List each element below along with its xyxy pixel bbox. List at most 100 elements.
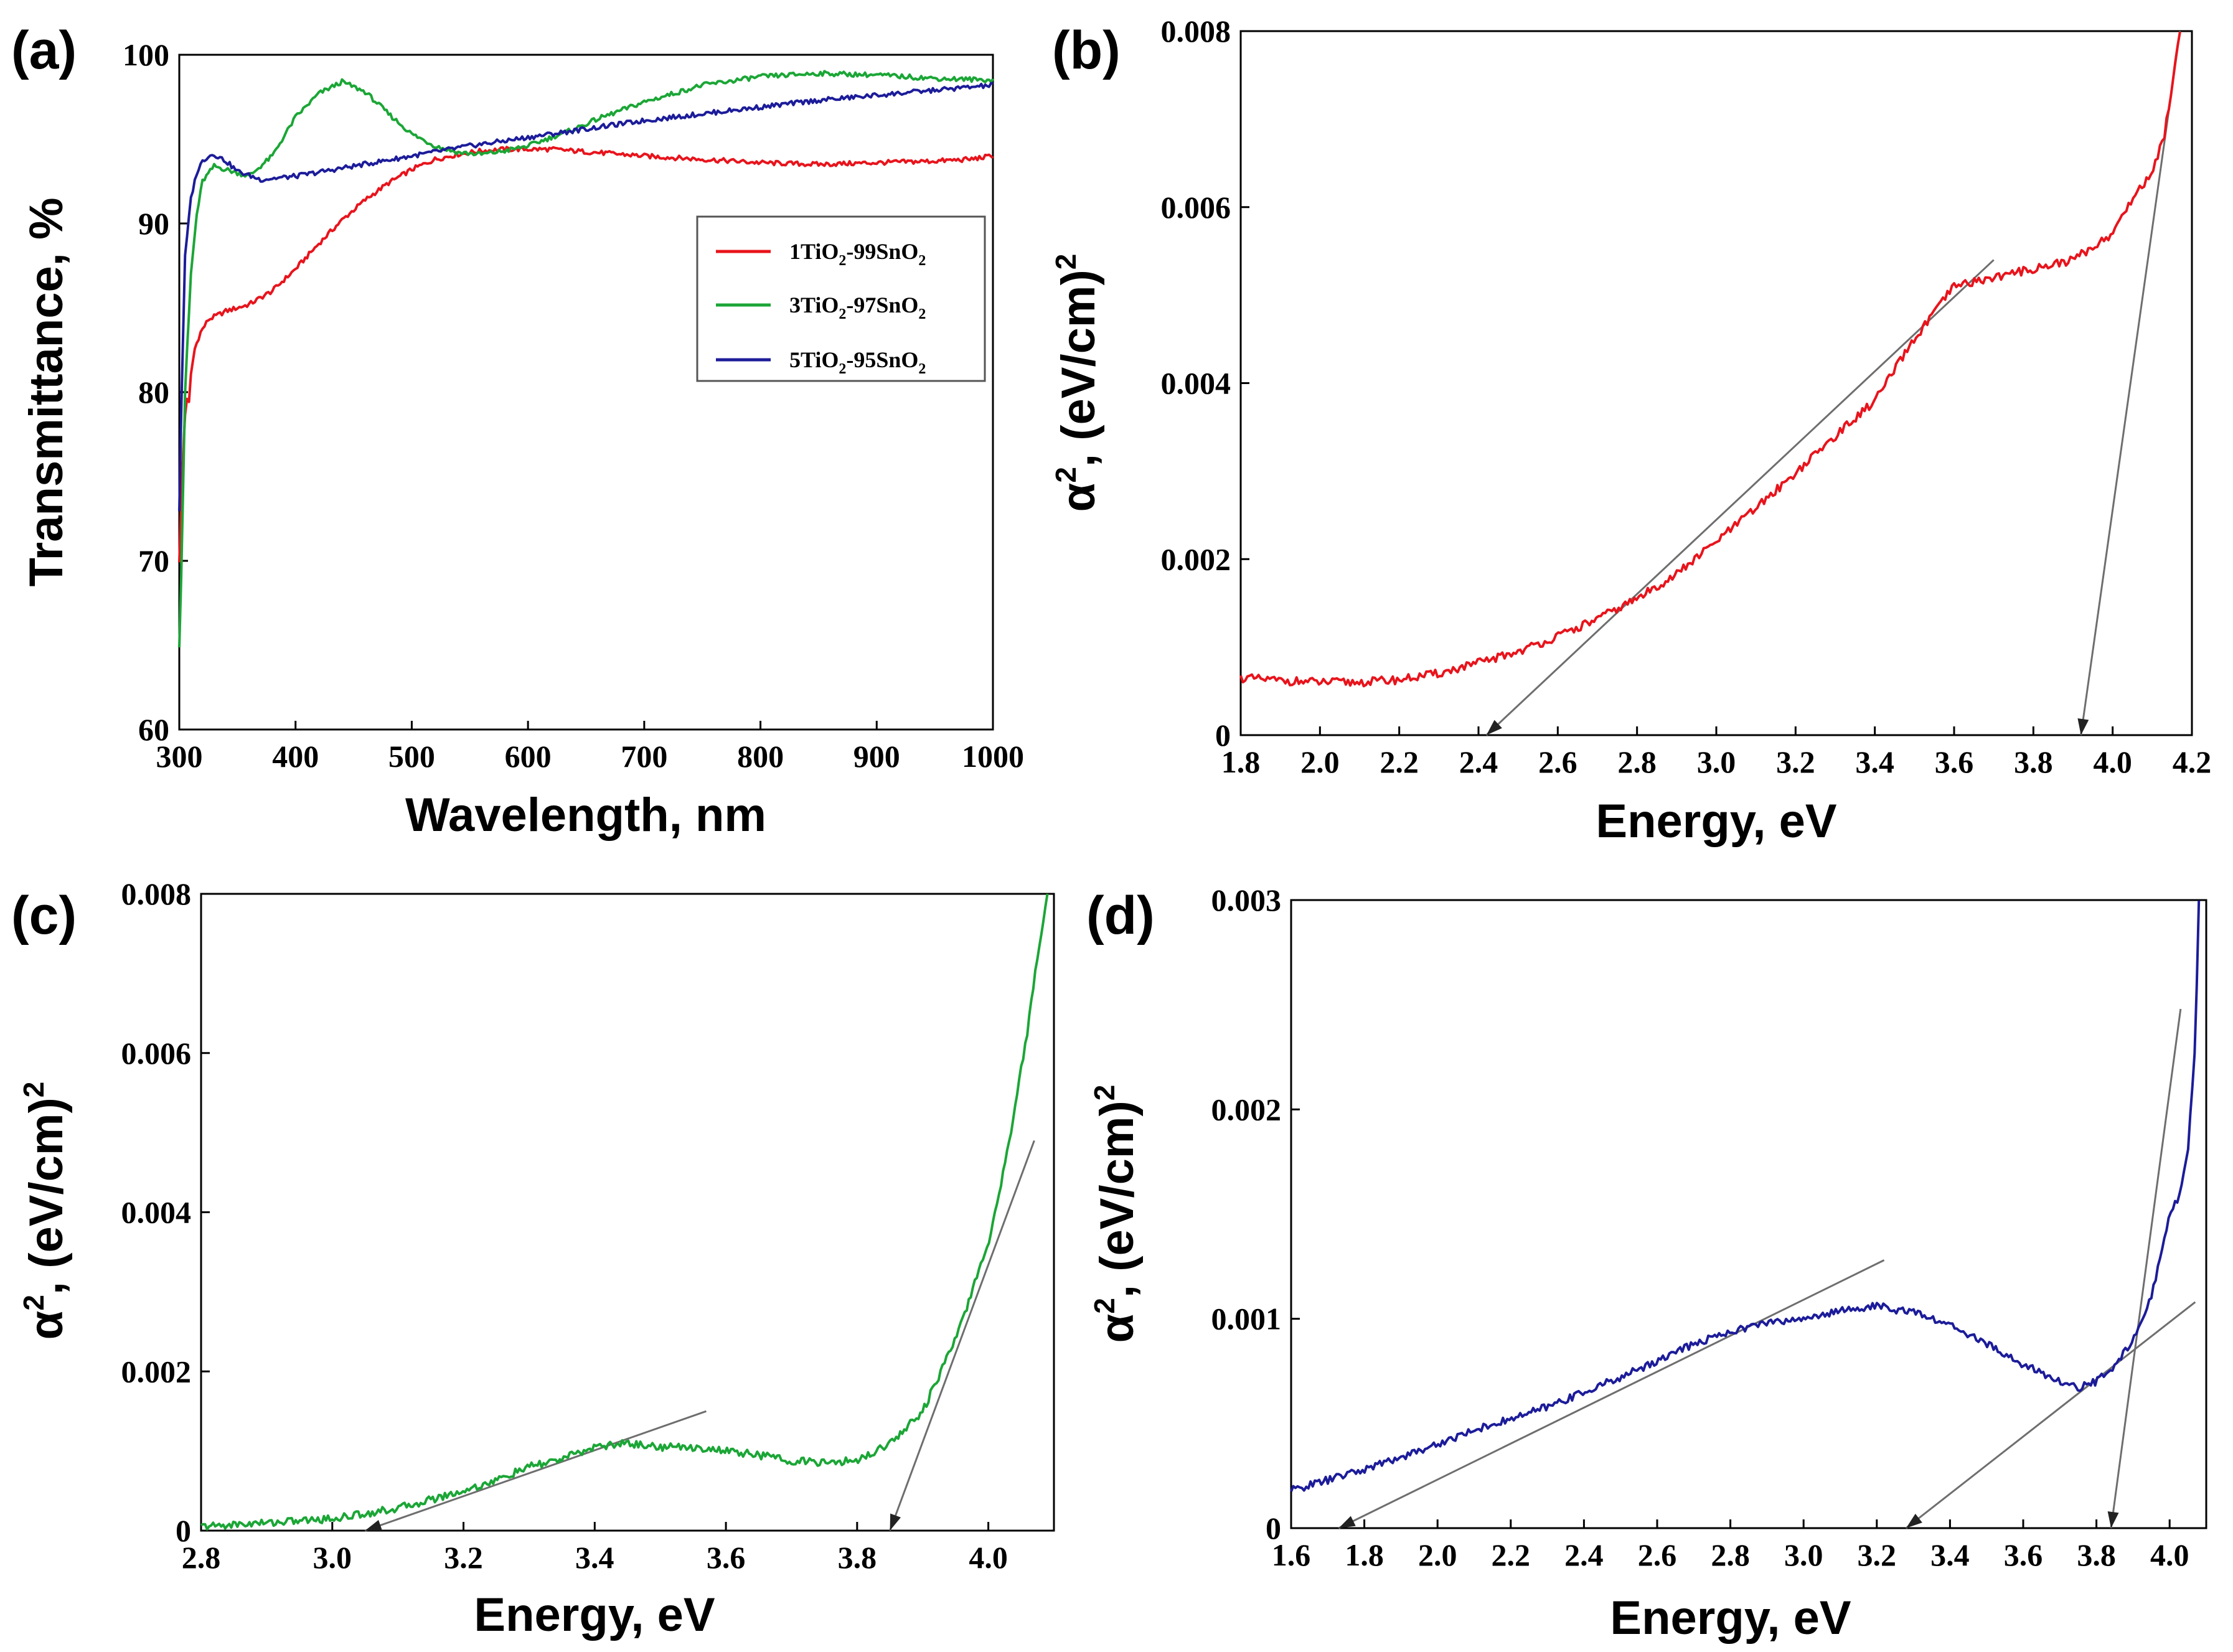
y-tick-label-a-2: 80	[138, 375, 169, 410]
plot-frame-a	[178, 54, 994, 731]
x-tick-label-c-5: 3.8	[838, 1540, 877, 1575]
x-tick-label-c-6: 4.0	[969, 1540, 1008, 1575]
x-tick-label-d-3: 2.2	[1492, 1537, 1531, 1572]
x-tick-label-c-3: 3.4	[575, 1540, 614, 1575]
x-tick-label-b-4: 2.6	[1538, 744, 1577, 779]
x-tick-label-d-2: 2.0	[1418, 1537, 1457, 1572]
x-tick-label-b-7: 3.2	[1776, 744, 1815, 779]
x-tick-label-a-4: 700	[621, 739, 667, 774]
x-axis-title-a: Wavelength, nm	[405, 789, 766, 842]
series-a	[178, 70, 994, 648]
y-tick-label-a-0: 60	[138, 712, 169, 747]
fit-line-d-1	[1905, 1301, 2196, 1529]
series-line-b-0	[1239, 31, 2181, 688]
x-tick-label-a-0: 300	[156, 739, 203, 774]
legend-entry-3: 5TiO2-95SnO2	[716, 347, 926, 377]
fit-line-b-0	[1485, 259, 1995, 736]
y-axis-title-b: α2, (eV/cm)2	[1050, 254, 1105, 512]
y-tick-label-d-0: 0	[1266, 1511, 1281, 1546]
x-tick-label-b-1: 2.0	[1300, 744, 1340, 779]
x-tick-label-a-3: 600	[505, 739, 552, 774]
fit-lines-c	[364, 1140, 1035, 1532]
series-line-c-0	[200, 893, 1049, 1531]
plot-frame-b	[1239, 30, 2193, 736]
y-tick-label-d-1: 0.001	[1211, 1302, 1282, 1336]
series-c	[200, 893, 1049, 1531]
panel-label-d: (d)	[1086, 886, 1155, 946]
x-tick-label-b-2: 2.2	[1380, 744, 1419, 779]
x-tick-label-a-1: 400	[272, 739, 319, 774]
y-tick-label-a-1: 70	[138, 543, 169, 578]
y-tick-label-c-3: 0.006	[121, 1036, 192, 1071]
legend: 1TiO2-99SnO2 3TiO2-97SnO2 5TiO2-95SnO2	[696, 215, 986, 382]
x-tick-label-d-10: 3.6	[2004, 1537, 2043, 1572]
y-axis-title-d: α2, (eV/cm)2	[1088, 1085, 1144, 1343]
y-tick-label-c-2: 0.004	[121, 1195, 192, 1230]
legend-entry-1: 1TiO2-99SnO2	[716, 239, 926, 269]
panel-c: (c) 2.8 3.0 3.2 3.4 3.6 3.8 4.0 0 0.002 0.004 0.00…	[11, 876, 1055, 1641]
y-tick-label-b-3: 0.006	[1161, 190, 1231, 225]
x-tick-label-d-8: 3.2	[1858, 1537, 1897, 1572]
x-axis-title-b: Energy, eV	[1596, 795, 1837, 848]
y-tick-label-b-0: 0	[1215, 718, 1231, 753]
x-tick-label-b-0: 1.8	[1221, 744, 1261, 779]
panel-label-c: (c)	[11, 886, 77, 946]
x-tick-label-b-5: 2.8	[1617, 744, 1657, 779]
x-tick-label-c-1: 3.0	[313, 1540, 352, 1575]
y-tick-label-b-4: 0.008	[1161, 14, 1231, 49]
legend-label-2: 3TiO2-97SnO2	[789, 293, 926, 322]
fit-arrow-c-0	[365, 1519, 382, 1531]
x-tick-label-d-0: 1.6	[1272, 1537, 1311, 1572]
x-tick-label-a-2: 500	[388, 739, 435, 774]
y-tick-label-c-4: 0.008	[121, 876, 192, 911]
ticks-b: 1.8 2.0 2.2 2.4 2.6 2.8 3.0 3.2 3.4 3.6 3.8 4.0 4.2 0…	[1161, 14, 2212, 779]
panel-a: (a) 300 400 500 600 700 800 900 1000 60 70 80 90 100…	[11, 21, 1024, 842]
y-tick-label-a-3: 90	[138, 206, 169, 241]
y-axis-title-a: Transmittance, %	[20, 197, 73, 586]
x-tick-label-d-12: 4.0	[2150, 1537, 2189, 1572]
x-tick-label-b-6: 3.0	[1697, 744, 1736, 779]
fit-line-d-2	[2110, 1008, 2182, 1529]
y-tick-label-b-2: 0.004	[1161, 366, 1231, 401]
series-d	[1290, 900, 2201, 1492]
x-tick-label-b-3: 2.4	[1459, 744, 1498, 779]
fit-arrow-d-1	[1906, 1513, 1922, 1528]
fit-arrow-b-1	[2077, 718, 2089, 735]
fit-arrow-c-1	[890, 1513, 901, 1531]
fit-line-d-0	[1338, 1259, 1885, 1529]
fit-line-c-0	[364, 1410, 707, 1532]
series-b	[1239, 31, 2181, 688]
x-axis-title-d: Energy, eV	[1610, 1592, 1851, 1645]
fit-arrow-d-2	[2107, 1511, 2119, 1528]
y-tick-label-d-3: 0.003	[1211, 883, 1282, 918]
panel-label-a: (a)	[11, 21, 77, 80]
y-tick-label-c-0: 0	[176, 1513, 191, 1548]
plot-frame-d	[1290, 899, 2207, 1529]
y-tick-label-a-4: 100	[123, 37, 169, 72]
series-line-a-0	[178, 146, 994, 563]
x-tick-label-a-6: 900	[853, 739, 900, 774]
series-line-a-1	[178, 70, 994, 648]
ticks-d: 1.6 1.8 2.0 2.2 2.4 2.6 2.8 3.0 3.2 3.4 3.6 3.8 4.0 0…	[1211, 883, 2189, 1572]
x-axis-title-c: Energy, eV	[474, 1589, 715, 1641]
x-tick-label-d-9: 3.4	[1930, 1537, 1970, 1572]
x-tick-label-b-11: 4.0	[2093, 744, 2132, 779]
legend-box	[696, 215, 986, 382]
legend-label-1: 1TiO2-99SnO2	[789, 239, 926, 269]
x-tick-label-b-12: 4.2	[2173, 744, 2212, 779]
fit-lines-d	[1338, 1008, 2196, 1529]
series-line-a-2	[178, 82, 994, 512]
x-tick-label-c-0: 2.8	[182, 1540, 221, 1575]
panel-label-b: (b)	[1052, 21, 1121, 80]
x-tick-label-d-6: 2.8	[1711, 1537, 1750, 1572]
fit-arrow-d-0	[1338, 1516, 1356, 1528]
y-tick-label-d-2: 0.002	[1211, 1092, 1282, 1127]
y-tick-label-b-1: 0.002	[1161, 542, 1231, 576]
x-tick-label-c-4: 3.6	[707, 1540, 746, 1575]
x-tick-label-a-5: 800	[737, 739, 784, 774]
legend-label-3: 5TiO2-95SnO2	[789, 347, 926, 377]
y-axis-title-c: α2, (eV/cm)2	[17, 1082, 73, 1340]
fit-arrow-b-0	[1486, 720, 1502, 735]
fit-lines-b	[1485, 31, 2181, 736]
